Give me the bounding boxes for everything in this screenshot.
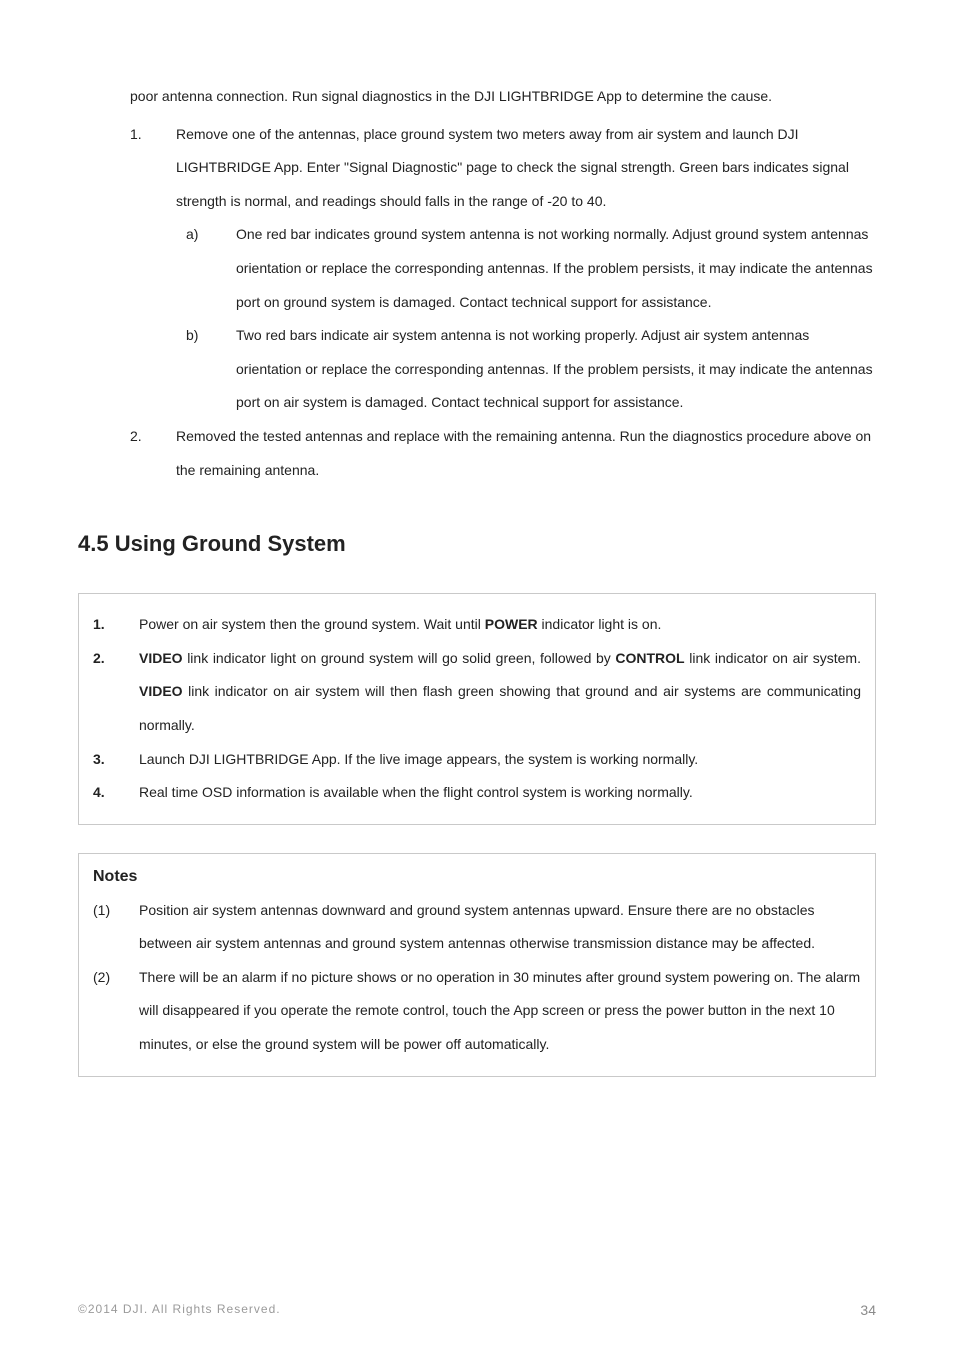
text-run: Power on air system then the ground syst… (139, 616, 485, 632)
section-heading: 4.5 Using Ground System (78, 531, 876, 557)
page: poor antenna connection. Run signal diag… (0, 0, 954, 1354)
usage-text: VIDEO link indicator light on ground sys… (139, 642, 861, 743)
usage-number: 2. (93, 642, 139, 743)
step-text: Remove one of the antennas, place ground… (176, 118, 876, 219)
intro-paragraph: poor antenna connection. Run signal diag… (130, 80, 876, 114)
page-number: 34 (860, 1302, 876, 1318)
usage-row: 4.Real time OSD information is available… (93, 776, 861, 810)
bold-term: POWER (485, 616, 538, 632)
step-row: 2. Removed the tested antennas and repla… (130, 420, 876, 487)
text-run: indicator light is on. (538, 616, 662, 632)
note-text: Position air system antennas downward an… (139, 894, 861, 961)
substep-marker: a) (186, 218, 236, 319)
notes-title: Notes (93, 868, 861, 886)
text-run: Real time OSD information is available w… (139, 784, 693, 800)
usage-text: Power on air system then the ground syst… (139, 608, 861, 642)
text-run: link indicator on air system. (685, 650, 861, 666)
step-number: 2. (130, 420, 176, 487)
notes-box: Notes (1) Position air system antennas d… (78, 853, 876, 1077)
bold-term: VIDEO (139, 650, 183, 666)
text-run: Launch DJI LIGHTBRIDGE App. If the live … (139, 751, 698, 767)
step-number: 1. (130, 118, 176, 219)
bold-term: VIDEO (139, 683, 183, 699)
note-text: There will be an alarm if no picture sho… (139, 961, 861, 1062)
usage-box: 1.Power on air system then the ground sy… (78, 593, 876, 825)
step-row: 1. Remove one of the antennas, place gro… (130, 118, 876, 219)
note-row: (1) Position air system antennas downwar… (93, 894, 861, 961)
note-number: (1) (93, 894, 139, 961)
usage-row: 3.Launch DJI LIGHTBRIDGE App. If the liv… (93, 743, 861, 777)
substep-row: b) Two red bars indicate air system ante… (186, 319, 876, 420)
copyright-text: ©2014 DJI. All Rights Reserved. (78, 1302, 281, 1318)
substep-marker: b) (186, 319, 236, 420)
text-run: link indicator light on ground system wi… (183, 650, 616, 666)
usage-text: Launch DJI LIGHTBRIDGE App. If the live … (139, 743, 861, 777)
usage-number: 1. (93, 608, 139, 642)
usage-row: 1.Power on air system then the ground sy… (93, 608, 861, 642)
text-run: link indicator on air system will then f… (139, 683, 861, 733)
substep-text: Two red bars indicate air system antenna… (236, 319, 876, 420)
usage-text: Real time OSD information is available w… (139, 776, 861, 810)
substep-row: a) One red bar indicates ground system a… (186, 218, 876, 319)
usage-number: 4. (93, 776, 139, 810)
usage-row: 2.VIDEO link indicator light on ground s… (93, 642, 861, 743)
substep-text: One red bar indicates ground system ante… (236, 218, 876, 319)
note-row: (2) There will be an alarm if no picture… (93, 961, 861, 1062)
step-text: Removed the tested antennas and replace … (176, 420, 876, 487)
note-number: (2) (93, 961, 139, 1062)
usage-number: 3. (93, 743, 139, 777)
page-footer: ©2014 DJI. All Rights Reserved. 34 (78, 1302, 876, 1318)
bold-term: CONTROL (615, 650, 684, 666)
